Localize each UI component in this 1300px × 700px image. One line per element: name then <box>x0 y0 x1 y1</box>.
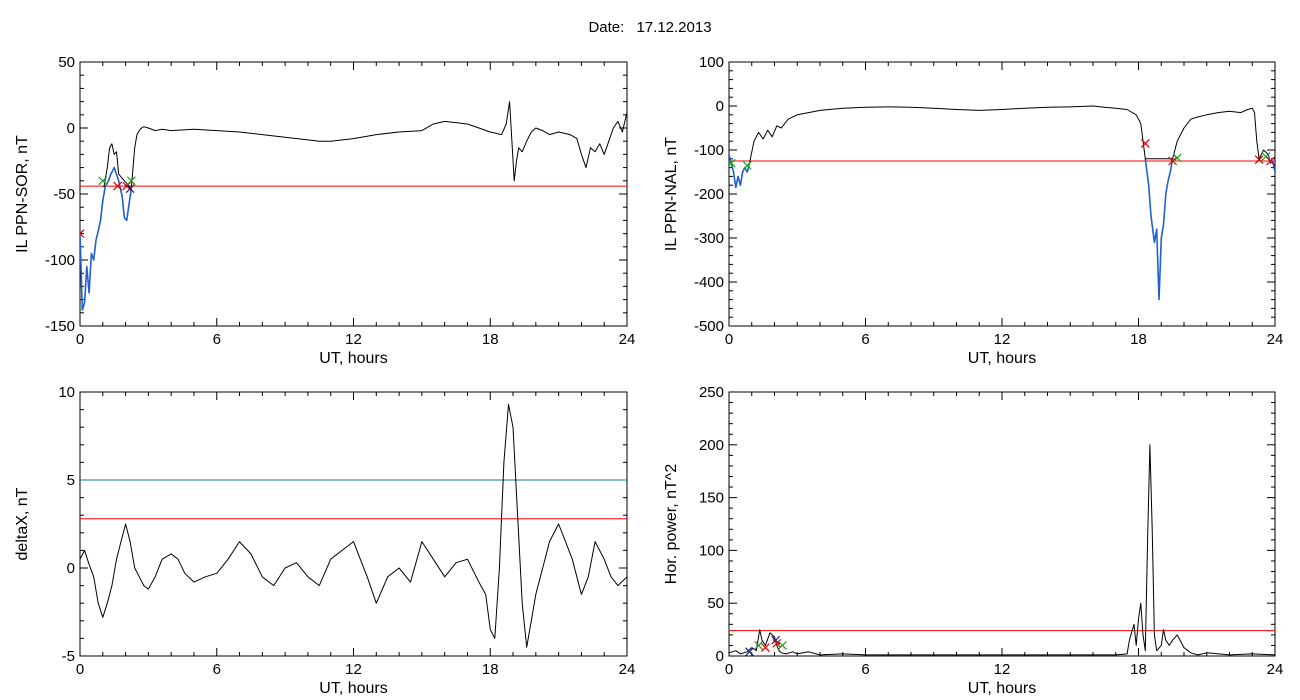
y-tick-label: 50 <box>58 54 75 71</box>
y-tick-label: 100 <box>699 54 724 71</box>
x-tick-label: 6 <box>861 331 869 348</box>
x-axis-label: UT, hours <box>968 680 1036 697</box>
x-tick-label: 18 <box>1130 331 1147 348</box>
plot-panel-1: 0 6 12 18 24 -150 -100 -50 0 50 UT, hours IL PPN-SO… <box>14 54 635 367</box>
x-tick-label: 0 <box>76 331 84 348</box>
date-label: Date: <box>588 19 625 36</box>
event-marker <box>80 229 85 239</box>
y-tick-label: -100 <box>45 252 75 269</box>
x-tick-label: 24 <box>1267 331 1284 348</box>
y-tick-label: -500 <box>694 318 724 335</box>
plot-panel-2: 0 6 12 18 24 -500 -400 -300 -200 -100 0 100 UT, hour… <box>663 54 1283 367</box>
event-marker <box>760 643 770 652</box>
plot-area <box>729 444 1275 656</box>
event-marker <box>125 184 135 194</box>
y-tick-label: 0 <box>716 98 724 115</box>
x-tick-label: 6 <box>213 661 221 678</box>
x-tick-label: 18 <box>482 661 499 678</box>
x-tick-label: 12 <box>994 661 1011 678</box>
y-tick-label: -400 <box>694 274 724 291</box>
x-tick-label: 0 <box>725 331 733 348</box>
event-marker <box>1172 153 1182 163</box>
y-axis-label: IL PPN-NAL, nT <box>663 137 680 251</box>
y-tick-label: 0 <box>67 560 75 577</box>
x-tick-label: 0 <box>76 661 84 678</box>
x-tick-label: 24 <box>619 661 636 678</box>
event-marker <box>742 160 752 170</box>
y-tick-label: 50 <box>707 595 724 612</box>
event-marker <box>1266 156 1275 166</box>
series-line-blue <box>80 166 133 312</box>
event-marker <box>113 181 123 191</box>
event-marker <box>126 176 136 186</box>
event-marker <box>98 176 108 186</box>
x-tick-label: 6 <box>213 331 221 348</box>
y-tick-label: 0 <box>67 120 75 137</box>
event-marker <box>778 641 787 650</box>
plot-area <box>80 101 627 312</box>
series-line-blue <box>729 154 751 189</box>
event-marker <box>1140 138 1150 148</box>
plot-frame <box>79 391 628 657</box>
y-tick-label: 250 <box>699 384 724 401</box>
figure-date: Date: 17.12.2013 <box>0 19 1300 36</box>
y-tick-label: 100 <box>699 542 724 559</box>
x-tick-label: 0 <box>725 661 733 678</box>
event-marker <box>772 638 782 648</box>
plot-panel-4: 0 6 12 18 24 0 50 100 150 200 250 UT, hours Hor. pow… <box>663 384 1283 697</box>
plot-frame <box>79 61 628 327</box>
event-marker <box>745 647 754 656</box>
y-tick-label: -150 <box>45 318 75 335</box>
y-axis-label: IL PPN-SOR, nT <box>14 135 31 253</box>
series-line-black <box>103 101 627 190</box>
series-line-black <box>80 403 627 648</box>
event-marker <box>771 635 781 645</box>
x-tick-label: 12 <box>994 331 1011 348</box>
event-marker <box>1168 156 1178 166</box>
y-axis-label: Hor. power, nT^2 <box>663 464 680 585</box>
plot-area <box>729 105 1275 301</box>
x-axis-label: UT, hours <box>319 350 387 367</box>
x-tick-label: 6 <box>861 661 869 678</box>
y-tick-label: -300 <box>694 230 724 247</box>
y-tick-label: 0 <box>716 648 724 665</box>
x-tick-label: 18 <box>482 331 499 348</box>
y-tick-label: -5 <box>62 648 75 665</box>
event-marker <box>729 158 736 168</box>
event-marker <box>1254 155 1264 165</box>
x-axis-label: UT, hours <box>968 350 1036 367</box>
plot-frame <box>728 61 1276 327</box>
y-tick-label: -50 <box>53 186 75 203</box>
x-tick-label: 18 <box>1130 661 1147 678</box>
y-tick-label: -200 <box>694 186 724 203</box>
y-tick-label: 150 <box>699 490 724 507</box>
x-axis-label: UT, hours <box>319 680 387 697</box>
y-axis-label: deltaX, nT <box>14 487 31 560</box>
x-tick-label: 24 <box>619 331 636 348</box>
x-tick-label: 12 <box>345 661 362 678</box>
y-tick-label: 200 <box>699 437 724 454</box>
series-line-black <box>729 444 1275 656</box>
y-tick-label: 5 <box>67 472 75 489</box>
plot-frame <box>728 391 1276 657</box>
x-tick-label: 24 <box>1267 661 1284 678</box>
series-line-black <box>749 105 1269 164</box>
date-value: 17.12.2013 <box>636 19 712 36</box>
y-tick-label: 10 <box>58 384 75 401</box>
series-line-blue <box>1144 158 1174 301</box>
plot-area <box>80 403 627 648</box>
event-marker <box>754 641 763 650</box>
y-tick-label: -100 <box>694 142 724 159</box>
x-tick-label: 12 <box>345 331 362 348</box>
